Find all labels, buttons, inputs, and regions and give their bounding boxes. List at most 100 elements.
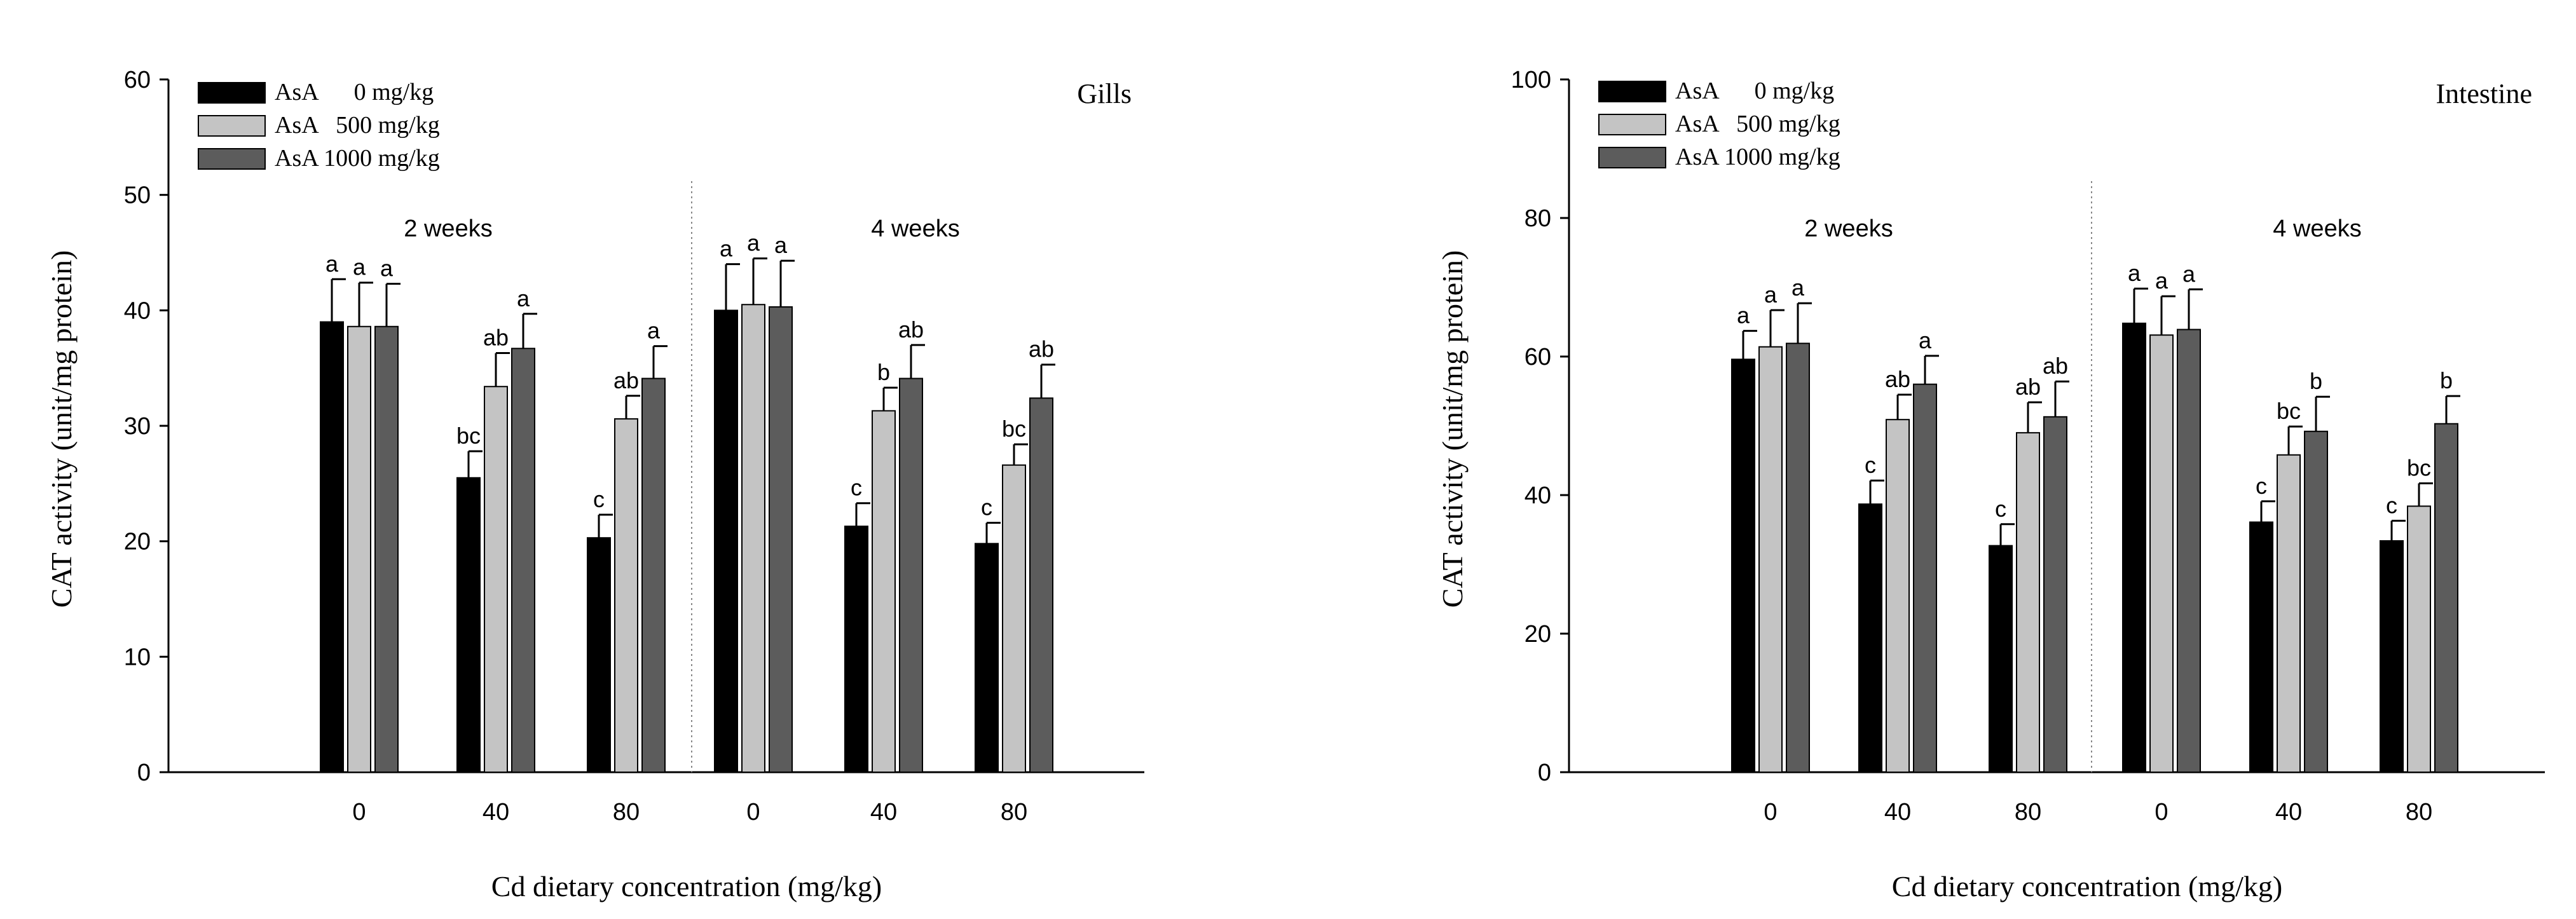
significance-letter: ab bbox=[1029, 336, 1054, 362]
significance-letter: a bbox=[517, 285, 530, 311]
bar-asa-0 bbox=[587, 537, 611, 773]
significance-letter: a bbox=[353, 254, 366, 280]
significance-letter: a bbox=[647, 318, 661, 344]
significance-letter: b bbox=[2310, 368, 2322, 394]
bar-asa-1000 bbox=[511, 348, 535, 773]
bar-asa-500 bbox=[484, 386, 508, 773]
bar-asa-0 bbox=[975, 543, 999, 773]
bar-asa-500 bbox=[2149, 334, 2174, 773]
significance-letter: a bbox=[1792, 275, 1805, 301]
legend-swatch-asa-1000 bbox=[198, 148, 266, 170]
bar-asa-1000 bbox=[769, 306, 793, 773]
bar-asa-500 bbox=[2277, 454, 2301, 773]
x-tick-label: 80 bbox=[2406, 799, 2432, 826]
significance-letter: a bbox=[1764, 282, 1778, 308]
y-tick-label: 60 bbox=[1524, 344, 1551, 371]
panel-title: Gills bbox=[1077, 78, 1132, 109]
y-tick-label: 20 bbox=[124, 529, 151, 555]
legend-label-asa-500: AsA 500 mg/kg bbox=[275, 112, 440, 139]
significance-letter: bc bbox=[2277, 398, 2301, 424]
significance-letter: ab bbox=[1885, 366, 1910, 392]
significance-letter: bc bbox=[456, 423, 481, 449]
bar-asa-500 bbox=[872, 410, 896, 773]
x-tick-label: 40 bbox=[483, 799, 509, 826]
bar-asa-1000 bbox=[2043, 416, 2067, 773]
x-tick-label: 40 bbox=[1884, 799, 1911, 826]
significance-letter: c bbox=[981, 494, 992, 521]
x-tick-label: 0 bbox=[1764, 799, 1777, 826]
legend: AsA 0 mg/kg AsA 500 mg/kg AsA 1000 mg/kg bbox=[198, 79, 440, 172]
significance-letter: a bbox=[1737, 303, 1750, 329]
significance-letter: a bbox=[2128, 260, 2141, 286]
bar-asa-0 bbox=[2122, 322, 2146, 773]
x-tick-label: 80 bbox=[613, 799, 640, 826]
bar-asa-0 bbox=[844, 526, 868, 773]
bar-asa-1000 bbox=[1029, 397, 1053, 773]
y-tick-label: 80 bbox=[1524, 205, 1551, 232]
x-axis-label: Cd dietary concentration (mg/kg) bbox=[491, 870, 882, 902]
x-axis-label: Cd dietary concentration (mg/kg) bbox=[1892, 870, 2282, 902]
significance-letter: c bbox=[851, 475, 862, 501]
legend-swatch-asa-500 bbox=[198, 115, 266, 137]
x-tick-label: 80 bbox=[2015, 799, 2041, 826]
significance-letter: b bbox=[2440, 367, 2453, 393]
legend-swatch-asa-1000 bbox=[1598, 147, 1666, 168]
bar-asa-0 bbox=[320, 321, 344, 773]
x-tick-label: 0 bbox=[2155, 799, 2168, 826]
bar-asa-500 bbox=[1886, 419, 1910, 773]
gills-chart: CAT activity (unit/mg protein) Cd dietar… bbox=[45, 67, 1144, 902]
bar-asa-0 bbox=[456, 477, 481, 773]
panel-title: Intestine bbox=[2436, 78, 2532, 109]
legend-label-asa-1000: AsA 1000 mg/kg bbox=[1675, 144, 1840, 170]
y-tick-label: 10 bbox=[124, 644, 151, 671]
bar-asa-500 bbox=[2016, 432, 2040, 773]
y-tick-label: 60 bbox=[124, 67, 151, 93]
y-tick-label: 0 bbox=[1538, 759, 1551, 786]
bar-asa-1000 bbox=[899, 378, 923, 773]
legend: AsA 0 mg/kg AsA 500 mg/kg AsA 1000 mg/kg bbox=[1598, 78, 1840, 170]
significance-letter: a bbox=[1919, 327, 1932, 353]
significance-letter: ab bbox=[613, 367, 639, 393]
bar-asa-1000 bbox=[2304, 430, 2328, 773]
bar-asa-0 bbox=[2249, 521, 2273, 773]
significance-letter: ab bbox=[898, 317, 924, 343]
y-axis-label: CAT activity (unit/mg protein) bbox=[1436, 250, 1469, 608]
bar-asa-500 bbox=[347, 325, 371, 773]
y-tick-label: 30 bbox=[124, 413, 151, 440]
x-tick-label: 0 bbox=[352, 799, 366, 826]
significance-letter: c bbox=[2386, 492, 2397, 518]
y-tick-label: 100 bbox=[1511, 67, 1551, 93]
significance-letter: a bbox=[720, 236, 733, 262]
legend-swatch-asa-0 bbox=[1598, 81, 1666, 102]
bar-asa-0 bbox=[1989, 545, 2013, 773]
x-tick-label: 0 bbox=[746, 799, 760, 826]
group-label-2-weeks: 2 weeks bbox=[1804, 215, 1893, 242]
significance-letter: c bbox=[593, 486, 605, 512]
significance-letter: a bbox=[774, 232, 788, 258]
y-tick-label: 50 bbox=[124, 182, 151, 209]
significance-letter: a bbox=[380, 255, 394, 282]
y-tick-label: 40 bbox=[1524, 482, 1551, 509]
legend-label-asa-0: AsA 0 mg/kg bbox=[275, 79, 434, 106]
significance-letter: bc bbox=[1002, 416, 1026, 442]
legend-label-asa-1000: AsA 1000 mg/kg bbox=[275, 145, 440, 172]
significance-letter: c bbox=[2256, 473, 2267, 499]
significance-letter: ab bbox=[2043, 353, 2068, 379]
y-tick-label: 40 bbox=[124, 297, 151, 324]
significance-letter: a bbox=[325, 250, 339, 276]
group-label-4-weeks: 4 weeks bbox=[2273, 215, 2361, 242]
bar-asa-1000 bbox=[2434, 423, 2458, 773]
legend-swatch-asa-500 bbox=[1598, 114, 1666, 135]
bar-asa-0 bbox=[1731, 358, 1755, 773]
bar-asa-1000 bbox=[641, 378, 666, 773]
significance-letter: ab bbox=[2015, 374, 2041, 400]
legend-swatch-asa-0 bbox=[198, 82, 266, 104]
x-tick-label: 40 bbox=[870, 799, 897, 826]
bar-asa-500 bbox=[614, 418, 638, 773]
group-label-2-weeks: 2 weeks bbox=[404, 215, 492, 242]
significance-letter: ab bbox=[483, 325, 509, 351]
significance-letter: a bbox=[2182, 261, 2196, 287]
significance-letter: c bbox=[1995, 496, 2006, 522]
y-axis-label: CAT activity (unit/mg protein) bbox=[45, 250, 78, 608]
